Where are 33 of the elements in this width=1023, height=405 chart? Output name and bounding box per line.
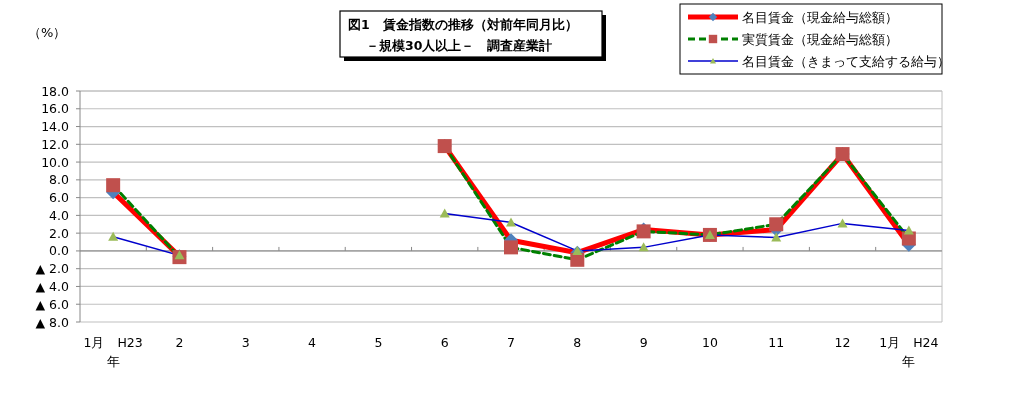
y-tick-label: 0.0 [49, 243, 70, 259]
x-tick-label: 2 [175, 335, 184, 350]
x-tick-label: 6 [440, 335, 449, 350]
x-tick-label: 4 [308, 335, 317, 350]
x-tick-label: 3 [241, 335, 250, 350]
x-tick-label: 12 [834, 335, 851, 350]
y-axis-title: （%） [28, 25, 67, 40]
y-tick-label: ▲ 8.0 [35, 314, 70, 330]
x-tick-label: 8 [573, 335, 582, 350]
y-tick-label: ▲ 6.0 [35, 296, 70, 312]
chart-subtitle: －規模30人以上－ 調査産業計 [366, 38, 553, 53]
chart-title: 図1 賃金指数の推移（対前年同月比） [348, 17, 578, 32]
legend-label: 名目賃金（きまって支給する給与） [742, 53, 950, 69]
y-tick-label: ▲ 2.0 [35, 261, 70, 277]
x-tick-label: 11 [768, 335, 785, 350]
x-tick-label: 7 [507, 335, 515, 350]
y-tick-label: 2.0 [49, 225, 70, 241]
x-tick-label: 1月 H24 年 [879, 335, 939, 369]
x-tick-label: 5 [374, 335, 383, 350]
y-tick-label: 16.0 [41, 101, 70, 117]
y-tick-label: 4.0 [49, 207, 70, 223]
y-tick-label: 6.0 [49, 190, 70, 206]
y-tick-label: 14.0 [41, 119, 70, 135]
x-tick-label: 10 [701, 335, 718, 350]
y-tick-label: 18.0 [41, 83, 70, 99]
y-tick-label: ▲ 4.0 [35, 278, 70, 294]
y-tick-label: 12.0 [41, 136, 70, 152]
y-tick-label: 8.0 [49, 172, 70, 188]
x-tick-label: 1月 H23 年 [83, 335, 143, 369]
legend-label: 実質賃金（現金給与総額） [742, 31, 898, 47]
x-tick-label: 9 [639, 335, 648, 350]
legend-label: 名目賃金（現金給与総額） [742, 9, 898, 25]
y-tick-label: 10.0 [41, 154, 70, 170]
